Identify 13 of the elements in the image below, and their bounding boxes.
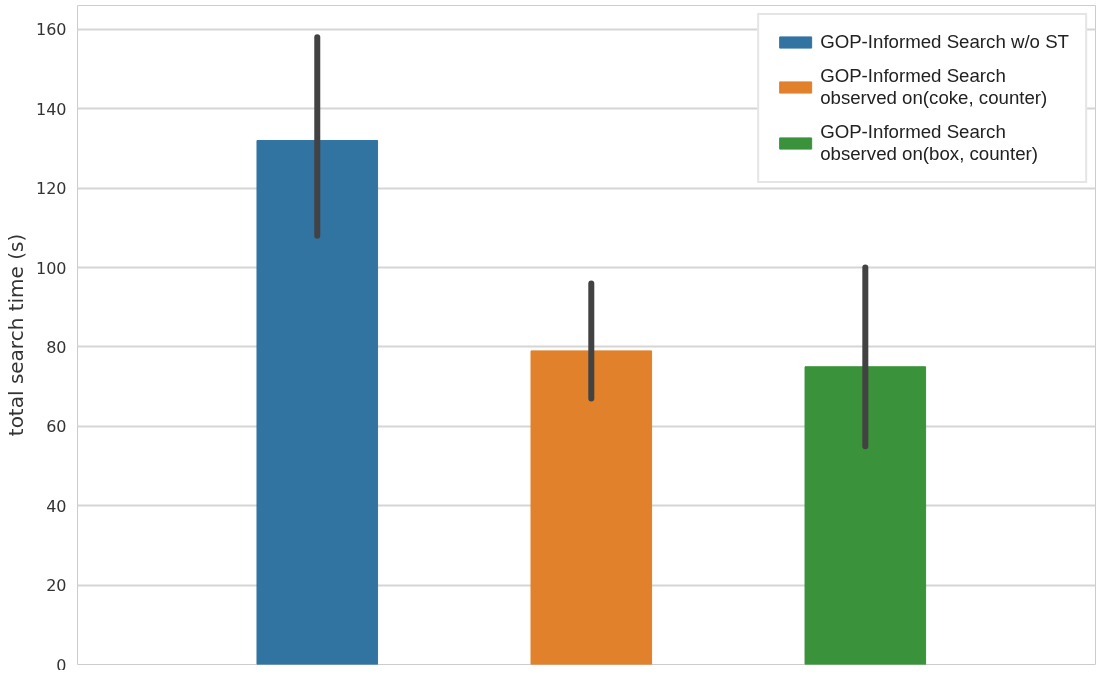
y-tick-label: 0	[56, 655, 67, 675]
y-tick-label: 80	[46, 337, 67, 357]
y-tick-label: 120	[35, 179, 67, 199]
y-tick-label: 20	[46, 576, 67, 596]
y-axis-title: total search time (s)	[3, 233, 28, 437]
y-tick-label: 140	[35, 99, 67, 119]
legend-label: GOP-Informed Search observed on(box, counter)	[820, 121, 1038, 165]
y-tick-label: 60	[46, 417, 67, 437]
y-tick-label: 40	[46, 496, 67, 516]
legend-label: GOP-Informed Search w/o ST	[820, 31, 1069, 53]
y-tick-label: 160	[35, 20, 67, 40]
y-tick-label: 100	[35, 258, 67, 278]
legend-label: GOP-Informed Search observed on(coke, counter)	[820, 65, 1048, 109]
